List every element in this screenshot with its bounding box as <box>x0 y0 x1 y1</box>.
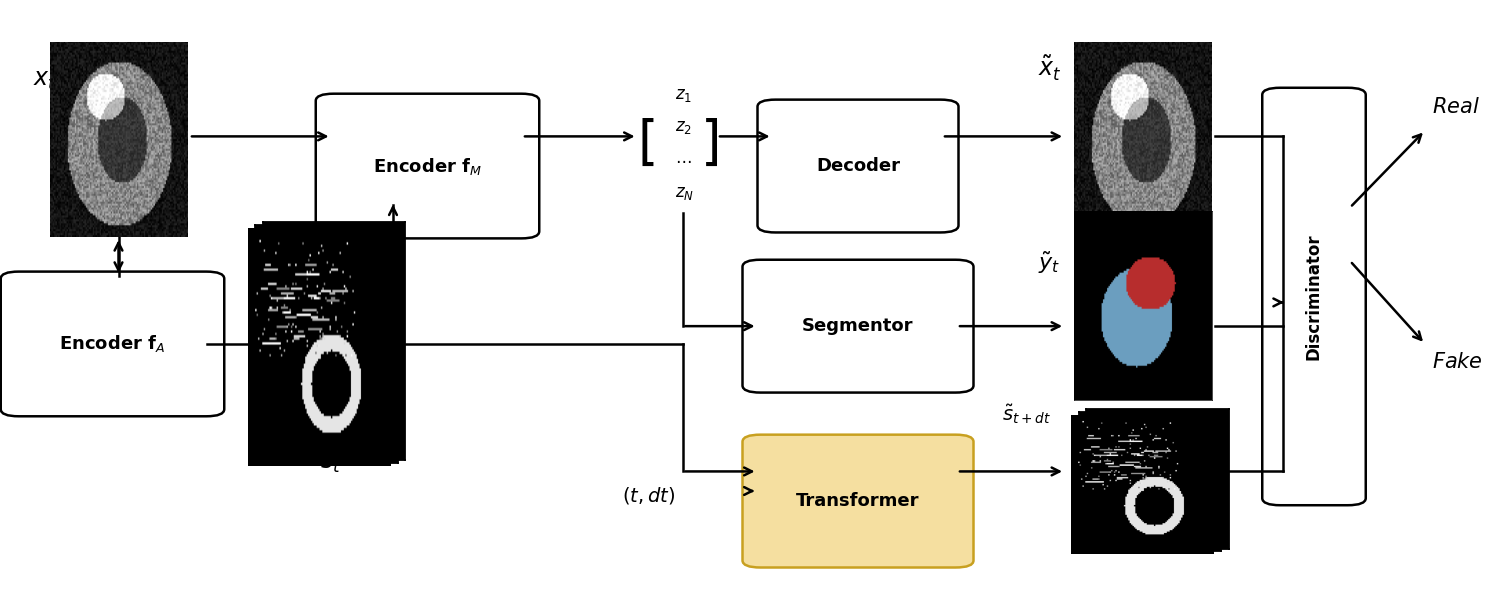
Text: [: [ <box>638 118 658 170</box>
FancyBboxPatch shape <box>742 435 974 568</box>
Text: $\tilde{y}_t$: $\tilde{y}_t$ <box>1038 250 1060 276</box>
Text: Encoder f$_M$: Encoder f$_M$ <box>374 155 482 177</box>
Text: $(t, dt)$: $(t, dt)$ <box>622 484 675 506</box>
Text: Encoder f$_A$: Encoder f$_A$ <box>60 333 165 355</box>
FancyBboxPatch shape <box>758 100 958 232</box>
Text: Decoder: Decoder <box>816 157 900 175</box>
Text: ]: ] <box>700 118 721 170</box>
Text: $x_t$: $x_t$ <box>33 68 57 92</box>
Text: Discriminator: Discriminator <box>1305 233 1323 360</box>
FancyBboxPatch shape <box>742 260 974 393</box>
Text: $Fake$: $Fake$ <box>1432 352 1484 372</box>
Text: $z_2$: $z_2$ <box>675 119 692 136</box>
FancyBboxPatch shape <box>1263 88 1366 505</box>
Text: $\tilde{x}_t$: $\tilde{x}_t$ <box>1038 54 1062 83</box>
Text: $Real$: $Real$ <box>1432 97 1480 117</box>
Text: Transformer: Transformer <box>796 492 920 510</box>
FancyBboxPatch shape <box>0 272 225 416</box>
Text: $z_N$: $z_N$ <box>675 184 694 202</box>
Text: Segmentor: Segmentor <box>802 317 913 335</box>
Text: $\tilde{s}_{t+dt}$: $\tilde{s}_{t+dt}$ <box>1002 403 1052 426</box>
Text: $z_1$: $z_1$ <box>675 86 692 104</box>
FancyBboxPatch shape <box>315 94 538 238</box>
Text: $s_t$: $s_t$ <box>320 451 340 474</box>
Text: $\cdots$: $\cdots$ <box>675 151 692 169</box>
